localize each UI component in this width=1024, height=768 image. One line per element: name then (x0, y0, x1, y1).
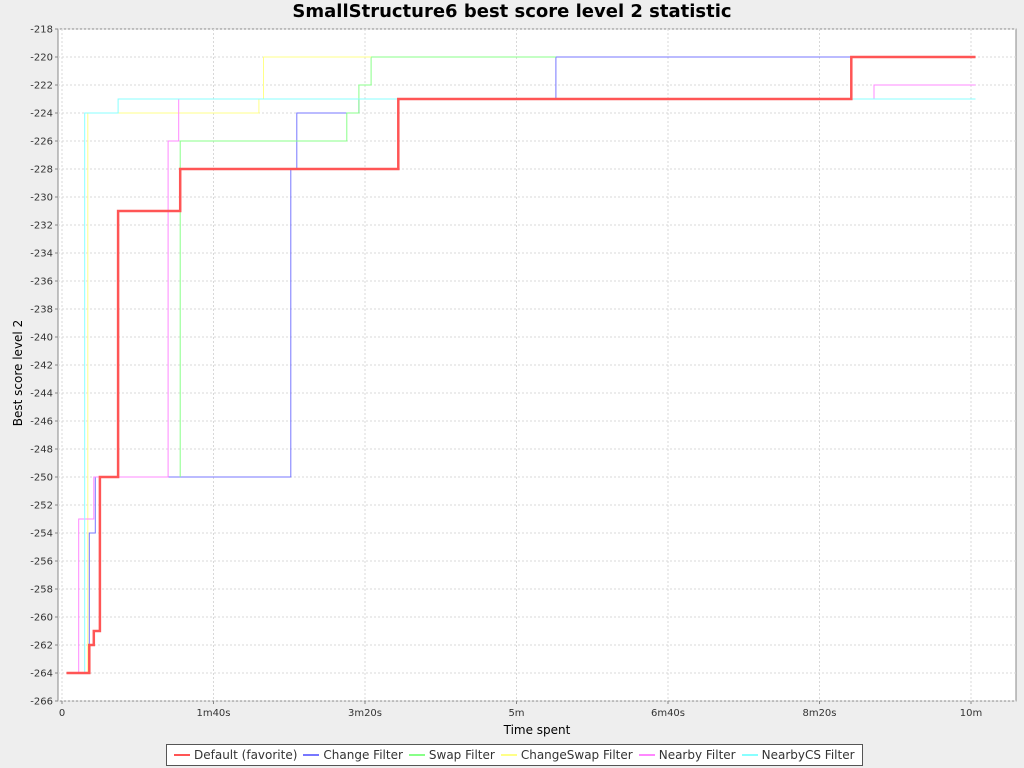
legend-label: NearbyCS Filter (761, 748, 855, 762)
series-layer (66, 55, 976, 675)
x-tick-label: 0 (59, 708, 65, 719)
legend-item: Default (favorite) (174, 748, 297, 762)
y-tick-label: -228 (30, 165, 53, 176)
y-tick-label: -246 (30, 417, 53, 428)
y-tick-label: -250 (30, 473, 53, 484)
series-line-default-favorite (66, 55, 976, 675)
y-tick-label: -232 (30, 221, 53, 232)
legend-item: Swap Filter (408, 748, 495, 762)
plot-background (57, 28, 1017, 702)
legend-label: Swap Filter (428, 748, 495, 762)
series-line-nearby-filter (78, 84, 976, 673)
y-tick-label: -254 (30, 529, 53, 540)
y-tick-label: -262 (30, 641, 53, 652)
legend-swatch (500, 754, 517, 756)
y-tick-label: -234 (30, 249, 53, 260)
y-tick-label: -236 (30, 277, 53, 288)
legend-item: Nearby Filter (638, 748, 736, 762)
y-tick-label: -240 (30, 333, 53, 344)
legend-item: NearbyCS Filter (741, 748, 855, 762)
legend-swatch (303, 754, 320, 756)
x-tick-label: 1m40s (196, 708, 230, 719)
y-tick-label: -226 (30, 137, 53, 148)
legend-item: ChangeSwap Filter (500, 748, 633, 762)
x-tick-label: 3m20s (348, 708, 382, 719)
x-tick-label: 8m20s (802, 708, 836, 719)
y-tick-label: -252 (30, 501, 53, 512)
y-tick-label: -230 (30, 193, 53, 204)
y-tick-label: -244 (30, 389, 53, 400)
y-tick-label: -266 (30, 697, 53, 708)
legend: Default (favorite) Change Filter Swap Filt… (166, 744, 863, 766)
y-tick-label: -224 (30, 109, 53, 120)
x-axis-label: Time spent (503, 723, 571, 737)
series-line-swap-filter (179, 56, 556, 477)
y-tick-label: -248 (30, 445, 53, 456)
legend-label: Default (favorite) (194, 748, 298, 762)
legend-swatch (741, 754, 758, 756)
legend-item: Change Filter (303, 748, 403, 762)
y-tick-label: -264 (30, 669, 53, 680)
axis-ticks: -218 -220 -222 -224 -226 -228 -230 -232 -234 -236… (30, 25, 982, 720)
y-tick-label: -258 (30, 585, 53, 596)
legend-swatch (408, 754, 425, 756)
y-axis-label: Best score level 2 (11, 320, 25, 426)
y-tick-label: -218 (30, 25, 53, 36)
y-tick-label: -238 (30, 305, 53, 316)
chart-title: SmallStructure6 best score level 2 stati… (292, 1, 732, 22)
legend-swatch (638, 754, 655, 756)
y-tick-label: -242 (30, 361, 53, 372)
grid-lines (58, 28, 1016, 702)
x-tick-label: 6m40s (651, 708, 685, 719)
y-tick-label: -220 (30, 53, 53, 64)
y-tick-label: -260 (30, 613, 53, 624)
legend-label: Nearby Filter (658, 748, 736, 762)
x-tick-label: 10m (960, 708, 982, 719)
y-tick-label: -256 (30, 557, 53, 568)
legend-label: ChangeSwap Filter (520, 748, 633, 762)
legend-swatch (174, 754, 190, 756)
legend-label: Change Filter (323, 748, 403, 762)
y-tick-label: -222 (30, 81, 53, 92)
x-tick-label: 5m (508, 708, 524, 719)
